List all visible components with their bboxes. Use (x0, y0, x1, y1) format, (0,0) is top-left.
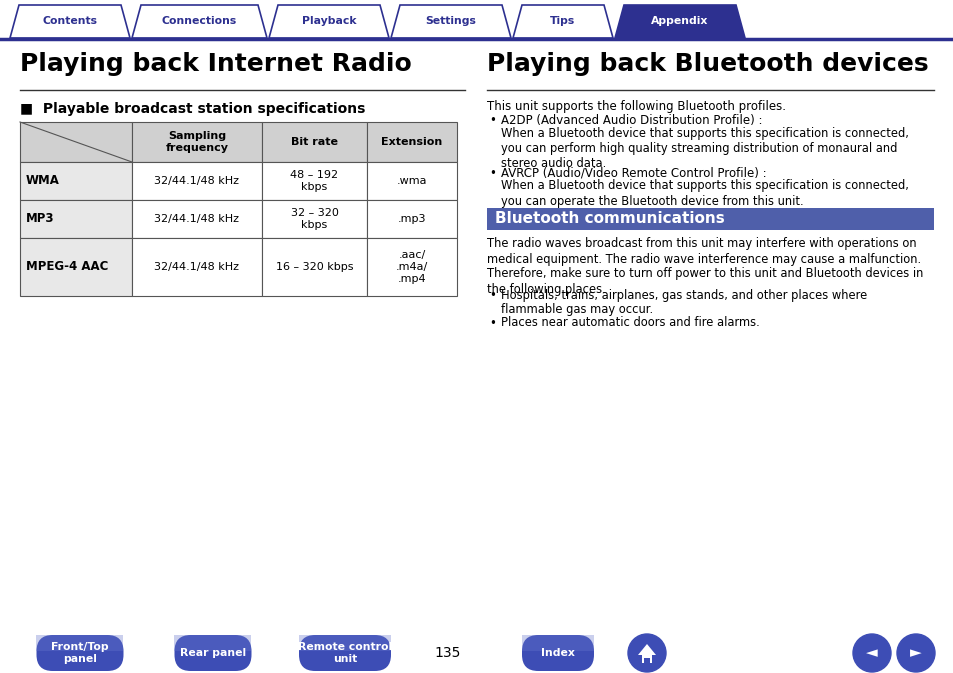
Text: Bit rate: Bit rate (291, 137, 337, 147)
Text: 48 – 192
kbps: 48 – 192 kbps (290, 170, 338, 192)
Text: Appendix: Appendix (651, 17, 708, 26)
Text: A2DP (Advanced Audio Distribution Profile) :: A2DP (Advanced Audio Distribution Profil… (500, 114, 761, 127)
Bar (643, 658, 649, 663)
Bar (262, 200, 367, 238)
Text: Hospitals, trains, airplanes, gas stands, and other places where
flammable gas m: Hospitals, trains, airplanes, gas stands… (500, 289, 866, 316)
Text: When a Bluetooth device that supports this specification is connected,
you can p: When a Bluetooth device that supports th… (500, 127, 908, 170)
Text: 32 – 320
kbps: 32 – 320 kbps (291, 208, 338, 229)
Polygon shape (10, 5, 130, 38)
Polygon shape (132, 5, 267, 38)
Text: Playback: Playback (301, 17, 355, 26)
Text: 135: 135 (435, 646, 460, 660)
Text: .aac/
.m4a/
.mp4: .aac/ .m4a/ .mp4 (395, 250, 428, 283)
Text: 32/44.1/48 kHz: 32/44.1/48 kHz (154, 262, 239, 272)
Bar (20, 238, 132, 296)
Text: Bluetooth communications: Bluetooth communications (495, 211, 724, 226)
Text: •: • (489, 316, 496, 330)
Bar (262, 238, 367, 296)
Bar (367, 162, 456, 200)
Text: Settings: Settings (425, 17, 476, 26)
Bar (36, 635, 123, 651)
Text: ◄: ◄ (865, 645, 877, 660)
Text: Rear panel: Rear panel (180, 648, 246, 658)
Polygon shape (615, 5, 744, 38)
Circle shape (896, 634, 934, 672)
Text: Contents: Contents (43, 17, 97, 26)
Polygon shape (391, 5, 511, 38)
Text: Places near automatic doors and fire alarms.: Places near automatic doors and fire ala… (500, 316, 759, 330)
Text: •: • (489, 114, 496, 127)
Text: Remote control
unit: Remote control unit (297, 642, 392, 664)
Bar (262, 122, 367, 162)
Text: Sampling
frequency: Sampling frequency (165, 131, 229, 153)
Bar (174, 635, 252, 651)
Text: 16 – 320 kbps: 16 – 320 kbps (275, 262, 353, 272)
Text: .mp3: .mp3 (397, 214, 426, 224)
FancyBboxPatch shape (174, 635, 252, 671)
FancyBboxPatch shape (298, 635, 391, 671)
Text: 32/44.1/48 kHz: 32/44.1/48 kHz (154, 176, 239, 186)
Polygon shape (269, 5, 389, 38)
Text: Front/Top
panel: Front/Top panel (51, 642, 109, 664)
Text: .wma: .wma (396, 176, 427, 186)
FancyBboxPatch shape (36, 635, 123, 671)
Text: ■  Playable broadcast station specifications: ■ Playable broadcast station specificati… (20, 102, 365, 116)
Text: MP3: MP3 (26, 213, 54, 225)
Circle shape (852, 634, 890, 672)
FancyBboxPatch shape (521, 635, 594, 671)
Bar (20, 200, 132, 238)
Text: Connections: Connections (162, 17, 237, 26)
Bar (367, 238, 456, 296)
Bar (132, 238, 262, 296)
Bar (262, 162, 367, 200)
Bar (132, 200, 262, 238)
Circle shape (627, 634, 665, 672)
Text: When a Bluetooth device that supports this specification is connected,
you can o: When a Bluetooth device that supports th… (500, 180, 908, 207)
Bar (132, 122, 262, 162)
Text: •: • (489, 289, 496, 302)
Text: MPEG-4 AAC: MPEG-4 AAC (26, 260, 109, 273)
Polygon shape (638, 644, 656, 655)
Polygon shape (513, 5, 613, 38)
Bar (486, 207, 933, 229)
Text: This unit supports the following Bluetooth profiles.: This unit supports the following Bluetoo… (486, 100, 785, 113)
Bar (641, 655, 651, 663)
Text: Playing back Internet Radio: Playing back Internet Radio (20, 52, 412, 76)
Text: •: • (489, 166, 496, 180)
Text: Index: Index (540, 648, 575, 658)
Bar (367, 200, 456, 238)
Text: 32/44.1/48 kHz: 32/44.1/48 kHz (154, 214, 239, 224)
Bar (20, 162, 132, 200)
Text: Playing back Bluetooth devices: Playing back Bluetooth devices (486, 52, 927, 76)
Bar (367, 122, 456, 162)
Text: Tips: Tips (550, 17, 575, 26)
Bar (298, 635, 391, 651)
Bar (20, 122, 132, 162)
Text: The radio waves broadcast from this unit may interfere with operations on
medica: The radio waves broadcast from this unit… (486, 238, 923, 295)
Bar (521, 635, 594, 651)
Text: WMA: WMA (26, 174, 60, 188)
Text: Extension: Extension (381, 137, 442, 147)
Bar (132, 162, 262, 200)
Text: ►: ► (909, 645, 921, 660)
Text: AVRCP (Audio/Video Remote Control Profile) :: AVRCP (Audio/Video Remote Control Profil… (500, 166, 766, 180)
